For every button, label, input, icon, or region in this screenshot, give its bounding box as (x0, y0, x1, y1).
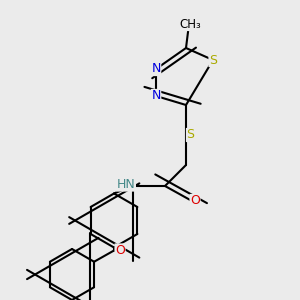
Text: S: S (187, 128, 194, 142)
Text: N: N (151, 62, 161, 76)
Text: O: O (115, 244, 125, 257)
Text: HN: HN (117, 178, 135, 191)
Text: CH₃: CH₃ (180, 17, 201, 31)
Text: S: S (209, 53, 217, 67)
Text: N: N (151, 89, 161, 103)
Text: O: O (190, 194, 200, 208)
